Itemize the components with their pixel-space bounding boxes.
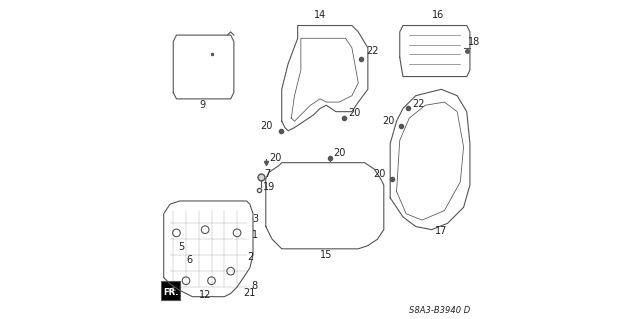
FancyBboxPatch shape bbox=[161, 281, 180, 300]
Text: 8: 8 bbox=[252, 281, 257, 291]
Text: 5: 5 bbox=[178, 242, 184, 252]
Text: FR.: FR. bbox=[164, 288, 179, 297]
Text: 3: 3 bbox=[252, 214, 259, 224]
Text: 18: 18 bbox=[468, 37, 481, 47]
Text: 6: 6 bbox=[186, 255, 192, 265]
Text: 20: 20 bbox=[349, 108, 361, 118]
Text: 22: 22 bbox=[366, 46, 379, 56]
Text: S8A3-B3940 D: S8A3-B3940 D bbox=[409, 306, 470, 315]
Text: 20: 20 bbox=[383, 116, 395, 126]
Text: 20: 20 bbox=[333, 148, 345, 158]
Text: 21: 21 bbox=[243, 288, 256, 298]
Text: 7: 7 bbox=[264, 169, 271, 179]
Text: 20: 20 bbox=[260, 121, 272, 131]
Text: 1: 1 bbox=[252, 230, 259, 240]
Text: 17: 17 bbox=[435, 226, 447, 236]
Text: 9: 9 bbox=[199, 100, 205, 110]
Text: 15: 15 bbox=[320, 250, 333, 260]
Text: 14: 14 bbox=[314, 10, 326, 19]
Text: 2: 2 bbox=[247, 252, 253, 262]
Text: 16: 16 bbox=[432, 10, 444, 19]
Text: 22: 22 bbox=[413, 99, 425, 109]
Text: 20: 20 bbox=[269, 153, 282, 163]
Text: 20: 20 bbox=[373, 169, 385, 179]
Text: 12: 12 bbox=[199, 290, 211, 300]
Text: 19: 19 bbox=[262, 182, 275, 192]
